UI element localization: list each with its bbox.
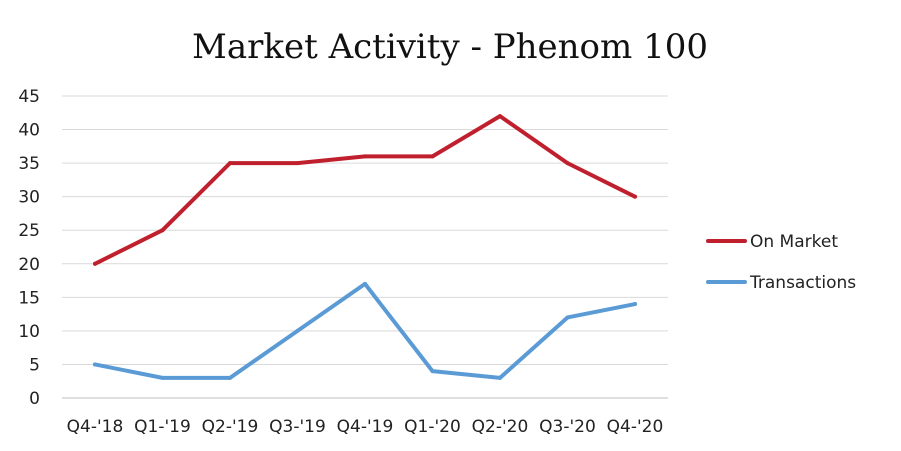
- x-tick-label: Q4-'19: [337, 417, 394, 437]
- data-point: [498, 114, 502, 119]
- y-tick-label: 30: [18, 188, 40, 208]
- data-point: [430, 154, 435, 159]
- data-point: [633, 302, 637, 307]
- x-tick-label: Q3-'20: [539, 417, 596, 437]
- series-line-on-market: [93, 114, 637, 266]
- y-tick-label: 25: [18, 221, 40, 241]
- x-tick-label: Q3-'19: [269, 417, 326, 437]
- data-point: [228, 375, 232, 380]
- data-point: [93, 261, 97, 266]
- y-tick-label: 40: [18, 121, 40, 141]
- data-point: [160, 228, 165, 233]
- data-point: [295, 328, 300, 333]
- data-point: [430, 369, 435, 374]
- data-point: [228, 161, 232, 166]
- data-point: [565, 315, 570, 320]
- y-tick-label: 15: [18, 288, 40, 308]
- y-tick-label: 10: [18, 322, 40, 342]
- y-tick-label: 20: [18, 255, 40, 275]
- series-lines: [93, 114, 637, 380]
- y-tick-label: 0: [29, 389, 40, 409]
- y-tick-label: 5: [29, 355, 40, 375]
- legend-label: On Market: [750, 232, 838, 252]
- data-point: [295, 161, 300, 166]
- y-tick-label: 35: [18, 154, 40, 174]
- y-tick-label: 45: [18, 87, 40, 107]
- x-tick-label: Q1-'19: [134, 417, 191, 437]
- data-point: [363, 154, 367, 159]
- legend-label: Transactions: [749, 273, 856, 293]
- data-point: [565, 161, 570, 166]
- x-tick-label: Q2-'19: [202, 417, 259, 437]
- legend: On Market Transactions: [706, 232, 856, 293]
- data-point: [93, 362, 97, 367]
- x-tick-label: Q2-'20: [472, 417, 529, 437]
- chart-title: Market Activity - Phenom 100: [192, 27, 708, 67]
- gridlines: [62, 95, 668, 365]
- x-tick-label: Q4-'18: [67, 417, 124, 437]
- data-point: [160, 375, 165, 380]
- data-point: [498, 375, 502, 380]
- data-point: [363, 281, 367, 286]
- data-point: [633, 194, 637, 199]
- axes: 0 5 10 15 20 25 30 35 40 45 Q4-'18 Q1-'19 Q2-'19 Q3-'…: [18, 87, 668, 437]
- x-tick-label: Q4-'20: [607, 417, 664, 437]
- x-tick-label: Q1-'20: [404, 417, 461, 437]
